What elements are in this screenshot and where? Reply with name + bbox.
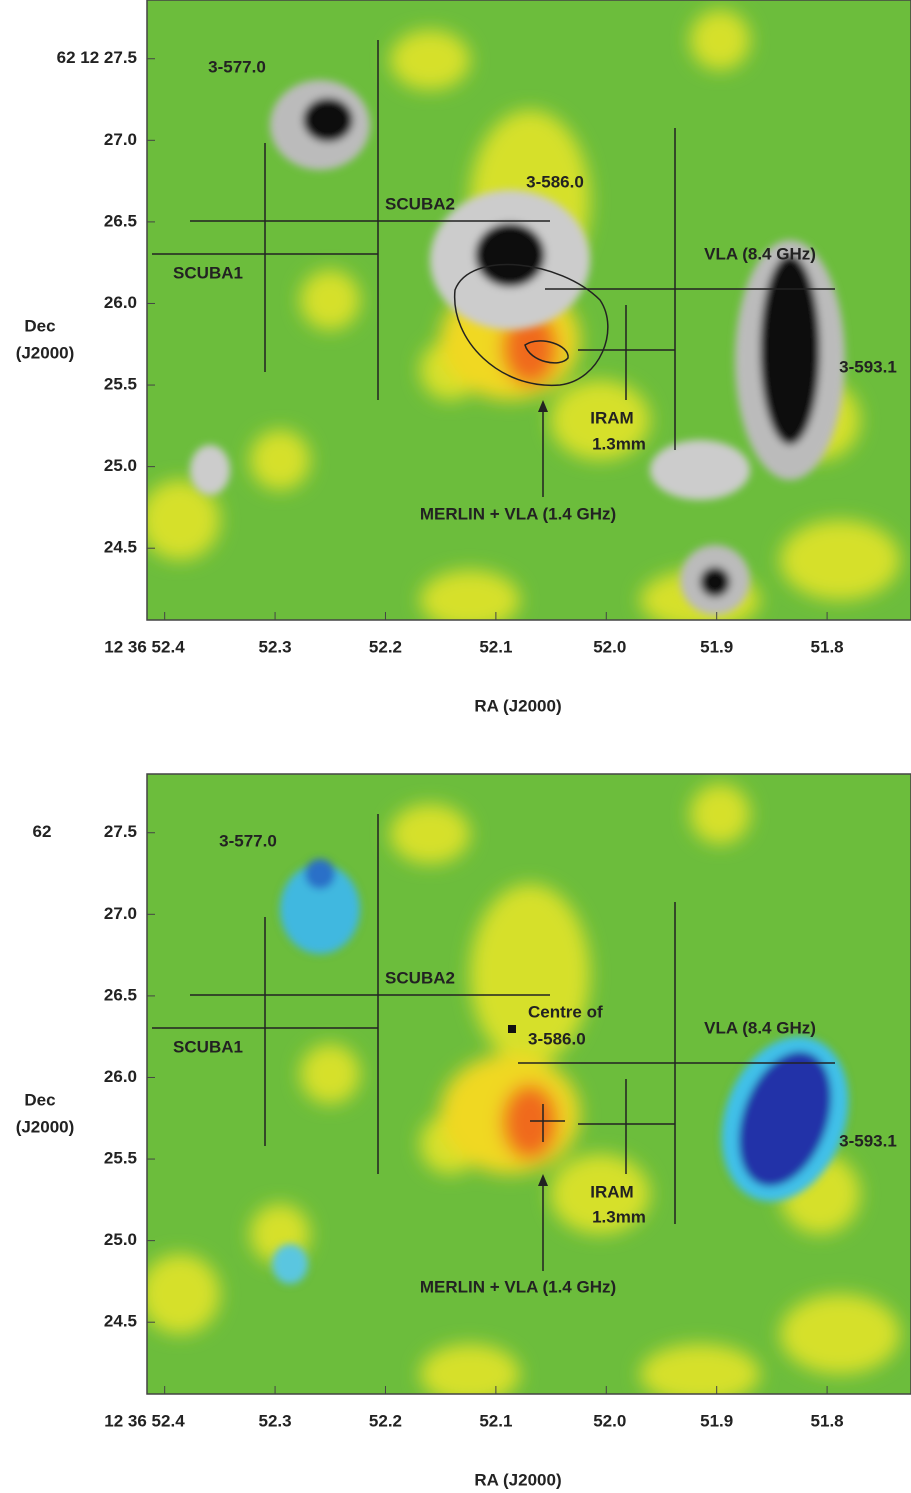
panel: 3-577.0 SCUBA2 Centre of 3-586.0 SCUBA1 VLA (… xyxy=(16,774,911,1489)
x-tick-label: 51.8 xyxy=(811,637,844,656)
yellow-blob xyxy=(420,1344,520,1404)
annotation: 1.3mm xyxy=(592,1207,646,1226)
y-axis-label: Dec xyxy=(24,316,55,335)
annotation: SCUBA2 xyxy=(385,968,455,987)
y-tick-label: 26.0 xyxy=(104,1067,137,1086)
x-tick-label: 52.2 xyxy=(369,1411,402,1430)
black-core xyxy=(700,567,730,597)
black-core xyxy=(475,223,545,287)
annotation: VLA (8.4 GHz) xyxy=(704,1018,816,1037)
y-tick-label: 25.0 xyxy=(104,456,137,475)
x-tick-label: 52.1 xyxy=(479,1411,512,1430)
x-tick-label: 52.3 xyxy=(259,637,292,656)
sky-image xyxy=(140,774,911,1404)
blue-core xyxy=(305,859,335,889)
x-tick-label: 52.1 xyxy=(479,637,512,656)
yellow-blob xyxy=(640,1344,760,1404)
annotation: 3-577.0 xyxy=(208,57,266,76)
x-tick-label: 52.0 xyxy=(593,637,626,656)
y-tick-label: 27.0 xyxy=(104,130,137,149)
annotation: SCUBA2 xyxy=(385,194,455,213)
y-tick-label: 27.0 xyxy=(104,904,137,923)
x-tick-label: 12 36 52.4 xyxy=(104,1411,185,1430)
annotation: IRAM xyxy=(590,1182,633,1201)
yellow-blob xyxy=(300,1044,360,1104)
blue-blob xyxy=(272,1244,308,1284)
y-tick-label: 25.5 xyxy=(104,1149,137,1168)
x-axis-label: RA (J2000) xyxy=(474,1470,561,1489)
annotation: 3-593.1 xyxy=(839,357,897,376)
x-tick-label: 52.3 xyxy=(259,1411,292,1430)
annotation: 3-586.0 xyxy=(528,1029,586,1048)
centre-marker xyxy=(508,1025,516,1033)
yellow-blob xyxy=(780,520,900,600)
annotation: 3-577.0 xyxy=(219,831,277,850)
y-tick-label: 24.5 xyxy=(104,1312,137,1331)
yellow-blob xyxy=(390,30,470,90)
annotation: SCUBA1 xyxy=(173,1037,243,1056)
black-core xyxy=(303,98,353,142)
yellow-blob xyxy=(250,430,310,490)
y-tick-label: 62 12 27.5 xyxy=(57,48,137,67)
annotation: 3-586.0 xyxy=(526,172,584,191)
x-tick-label: 51.8 xyxy=(811,1411,844,1430)
yellow-blob xyxy=(300,270,360,330)
x-tick-label: 12 36 52.4 xyxy=(104,637,185,656)
yellow-blob xyxy=(390,804,470,864)
yellow-blob xyxy=(690,10,750,70)
y-tick-label: 25.0 xyxy=(104,1230,137,1249)
x-tick-label: 52.0 xyxy=(593,1411,626,1430)
y-axis-label: Dec xyxy=(24,1090,55,1109)
black-core xyxy=(760,255,820,445)
y-tick-label: 27.5 xyxy=(104,822,137,841)
x-tick-label: 51.9 xyxy=(700,637,733,656)
annotation: IRAM xyxy=(590,408,633,427)
annotation: 3-593.1 xyxy=(839,1131,897,1150)
y-axis-label: (J2000) xyxy=(16,343,75,362)
annotation: Centre of xyxy=(528,1002,603,1021)
annotation: MERLIN + VLA (1.4 GHz) xyxy=(420,1277,616,1296)
y-tick-label: 26.5 xyxy=(104,985,137,1004)
yellow-blob xyxy=(690,784,750,844)
annotation: MERLIN + VLA (1.4 GHz) xyxy=(420,504,616,523)
x-tick-label: 52.2 xyxy=(369,637,402,656)
yellow-blob xyxy=(780,1294,900,1374)
y-axis-label: (J2000) xyxy=(16,1117,75,1136)
y-tick-label: 26.0 xyxy=(104,293,137,312)
annotation: VLA (8.4 GHz) xyxy=(704,244,816,263)
y-tick-label: 26.5 xyxy=(104,211,137,230)
grey-blob xyxy=(190,445,230,495)
annotation: SCUBA1 xyxy=(173,263,243,282)
x-tick-label: 51.9 xyxy=(700,1411,733,1430)
yellow-blob xyxy=(420,570,520,630)
figure: 3-577.0SCUBA23-586.0SCUBA1VLA (8.4 GHz)3… xyxy=(0,0,911,1493)
y-tick-prefix: 62 xyxy=(33,822,52,841)
y-tick-label: 24.5 xyxy=(104,538,137,557)
panel: 3-577.0 SCUBA2 3-586.0 SCUBA1 VLA (8.4 GHz) 3… xyxy=(16,0,911,715)
y-tick-label: 25.5 xyxy=(104,375,137,394)
grey-blob xyxy=(650,440,750,500)
sky-image xyxy=(140,0,911,630)
orange-blob xyxy=(502,1084,558,1160)
annotation: 1.3mm xyxy=(592,434,646,453)
x-axis-label: RA (J2000) xyxy=(474,696,561,715)
